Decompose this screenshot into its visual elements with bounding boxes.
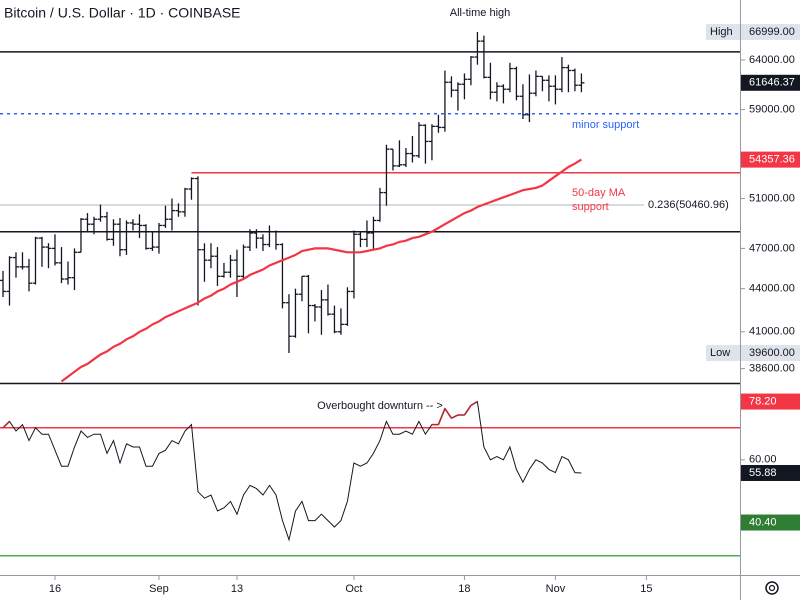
y-tick-label: 60.00 (749, 454, 777, 466)
x-tick-label: 15 (640, 583, 652, 595)
y-tick-label: 47000.00 (749, 242, 795, 254)
marker-tag-bg (706, 23, 740, 40)
rsi-overbought-segment (2, 420, 11, 429)
price-marker-label: 61646.37 (749, 77, 795, 89)
rsi-overbought-segment (444, 408, 453, 419)
annotation: All-time high (450, 7, 511, 19)
price-marker (741, 464, 800, 481)
price-marker-label: 39600.00 (749, 347, 795, 359)
x-tick-label: Nov (546, 583, 566, 595)
level-label-bg (644, 197, 740, 214)
annotation: minor support (572, 119, 639, 131)
annotation: 50-day MA (572, 187, 626, 199)
x-tick-label: 18 (458, 583, 470, 595)
x-tick-label: 16 (49, 583, 61, 595)
price-marker-label: 40.40 (749, 516, 777, 528)
price-marker-label: 78.20 (749, 395, 777, 407)
settings-icon[interactable] (765, 581, 779, 595)
y-tick-label: 51000.00 (749, 192, 795, 204)
price-marker (741, 151, 800, 168)
x-tick-label: Oct (345, 583, 362, 595)
price-marker (741, 514, 800, 531)
rsi-line (2, 400, 582, 542)
rsi-overbought-segment (463, 404, 472, 416)
moving-average (60, 158, 582, 383)
gear-hub (768, 584, 776, 592)
gear-ring (765, 581, 779, 595)
chart-title: Bitcoin / U.S. Dollar · 1D · COINBASE (4, 5, 241, 21)
marker-tag: Low (710, 347, 730, 359)
rsi-overbought-segment (437, 408, 446, 425)
price-marker-label: 66999.00 (749, 26, 795, 38)
price-marker (741, 393, 800, 410)
marker-tag-bg (706, 344, 740, 361)
annotation: Overbought downturn -- > (317, 400, 443, 412)
price-marker-label: 54357.36 (749, 154, 795, 166)
price-marker (741, 74, 800, 91)
price-marker (741, 344, 800, 361)
x-tick-label: 13 (231, 583, 243, 595)
y-tick-label: 38600.00 (749, 363, 795, 375)
price-marker-label: 55.88 (749, 467, 777, 479)
y-tick-label: 41000.00 (749, 326, 795, 338)
price-marker (741, 23, 800, 40)
y-tick-label: 44000.00 (749, 283, 795, 295)
y-tick-label: 59000.00 (749, 103, 795, 115)
level-label: 0.236(50460.96) (648, 199, 729, 211)
rsi-overbought-segment (451, 414, 459, 419)
marker-tag: High (710, 26, 733, 38)
y-tick-label: 64000.00 (749, 54, 795, 66)
rsi-overbought-segment (470, 400, 478, 407)
x-tick-label: Sep (149, 583, 169, 595)
annotation: support (572, 201, 609, 213)
